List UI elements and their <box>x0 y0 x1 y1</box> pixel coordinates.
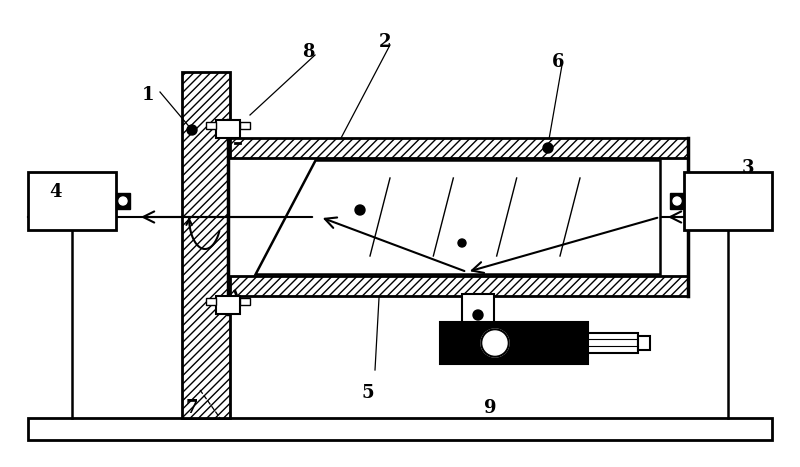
Circle shape <box>483 331 507 355</box>
Bar <box>462 294 494 322</box>
Bar <box>116 193 130 209</box>
Text: 2: 2 <box>378 33 391 51</box>
Bar <box>206 298 216 305</box>
Text: 6: 6 <box>552 53 564 71</box>
Text: 1: 1 <box>142 86 154 104</box>
Bar <box>216 120 240 138</box>
Text: 3: 3 <box>742 159 754 177</box>
Circle shape <box>673 197 681 205</box>
Text: 5: 5 <box>362 384 374 402</box>
Bar <box>240 122 250 129</box>
Bar <box>230 158 688 276</box>
Bar <box>588 333 638 353</box>
Bar <box>216 296 240 314</box>
Circle shape <box>543 143 553 153</box>
Text: 7: 7 <box>186 399 198 417</box>
Circle shape <box>187 125 197 135</box>
Circle shape <box>458 239 466 247</box>
Bar <box>240 298 250 305</box>
Bar <box>230 138 688 158</box>
Circle shape <box>119 197 127 205</box>
Circle shape <box>355 205 365 215</box>
Circle shape <box>473 310 483 320</box>
Bar <box>638 336 650 350</box>
Bar <box>670 193 684 209</box>
Bar <box>440 322 588 364</box>
Bar <box>28 172 116 230</box>
Text: 9: 9 <box>484 399 496 417</box>
Text: 8: 8 <box>302 43 314 61</box>
Bar <box>684 172 772 230</box>
Bar <box>206 122 216 129</box>
Circle shape <box>481 329 509 357</box>
Circle shape <box>481 329 509 357</box>
Polygon shape <box>255 160 660 274</box>
Bar <box>230 276 688 296</box>
Bar <box>28 418 772 440</box>
Text: 4: 4 <box>49 183 62 201</box>
Bar <box>182 72 230 418</box>
